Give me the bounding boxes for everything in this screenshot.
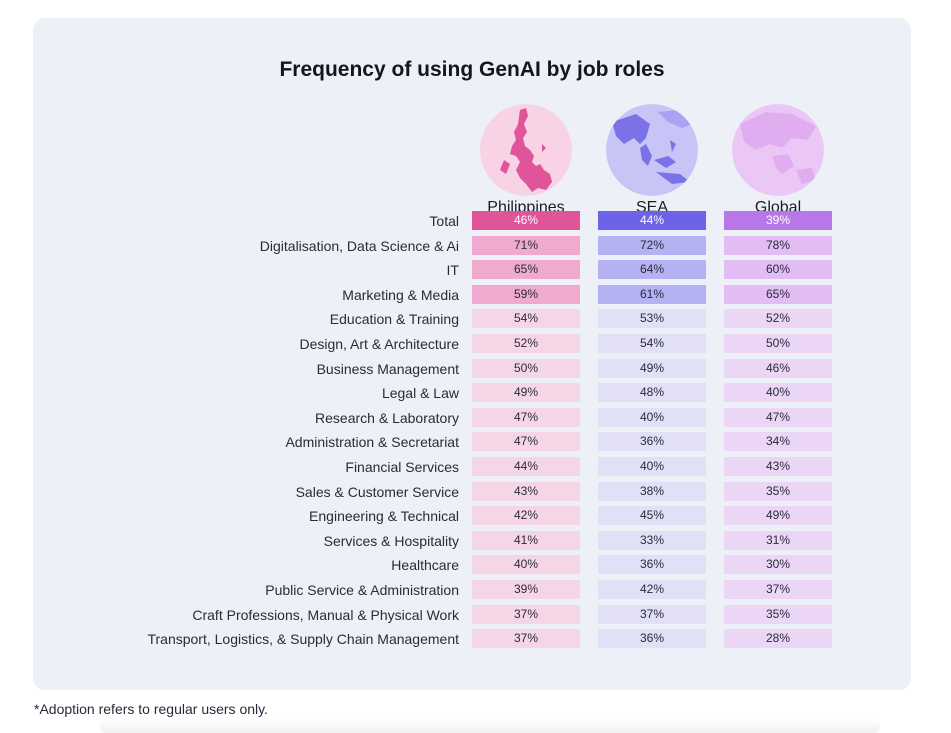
table-cell: 53% bbox=[598, 309, 706, 329]
table-cell: 42% bbox=[598, 580, 706, 599]
row-label: Sales & Customer Service bbox=[295, 483, 459, 500]
table-cell: 48% bbox=[598, 383, 706, 403]
table-cell: 59% bbox=[472, 284, 580, 304]
row-label: Design, Art & Architecture bbox=[299, 336, 459, 352]
chart-title: Frequency of using GenAI by job roles bbox=[279, 58, 665, 81]
row-label: Healthcare bbox=[391, 557, 459, 574]
table-cell: 50% bbox=[724, 334, 832, 353]
table-cell: 36% bbox=[598, 432, 706, 452]
row-label: Marketing & Media bbox=[342, 286, 459, 303]
table-cell: 43% bbox=[724, 457, 832, 476]
table-cell: 52% bbox=[724, 309, 832, 329]
table-cell: 40% bbox=[598, 407, 706, 427]
column-head-sea: SEA bbox=[598, 104, 706, 217]
sea-map-icon bbox=[606, 104, 698, 196]
table-cell: 28% bbox=[724, 629, 832, 649]
global-map-icon bbox=[732, 104, 824, 196]
row-label: Digitalisation, Data Science & Ai bbox=[259, 237, 459, 254]
table-cell: 40% bbox=[724, 383, 832, 403]
table-cell: 44% bbox=[472, 457, 580, 476]
chart-card: Frequency of using GenAI by job roles Ph… bbox=[33, 18, 911, 690]
table-cell: 61% bbox=[598, 284, 706, 304]
table-cell: 38% bbox=[598, 481, 706, 501]
row-label: Financial Services bbox=[345, 459, 459, 475]
table-cell: 35% bbox=[724, 481, 832, 501]
table-cell: 50% bbox=[472, 358, 580, 378]
table-cell: 43% bbox=[472, 481, 580, 501]
row-label: Total bbox=[429, 213, 459, 229]
row-label: Transport, Logistics, & Supply Chain Man… bbox=[147, 631, 459, 648]
column-head-global: Global bbox=[724, 104, 832, 217]
table-cell: 47% bbox=[724, 407, 832, 427]
table-cell: 40% bbox=[472, 555, 580, 575]
table-cell: 33% bbox=[598, 530, 706, 550]
table-cell: 78% bbox=[724, 235, 832, 255]
table-cell: 64% bbox=[598, 260, 706, 280]
table-cell: 45% bbox=[598, 506, 706, 526]
table-cell: 41% bbox=[472, 530, 580, 550]
table-cell: 65% bbox=[472, 260, 580, 280]
row-label: Research & Laboratory bbox=[315, 409, 459, 426]
row-label: Administration & Secretariat bbox=[285, 434, 459, 451]
table-cell: 36% bbox=[598, 629, 706, 649]
table-cell: 49% bbox=[724, 506, 832, 526]
table-cell: 34% bbox=[724, 432, 832, 452]
table-cell: 52% bbox=[472, 334, 580, 353]
table-cell: 37% bbox=[724, 580, 832, 599]
table-cell: 30% bbox=[724, 555, 832, 575]
row-label: Services & Hospitality bbox=[323, 532, 459, 549]
row-label: Legal & Law bbox=[381, 385, 459, 402]
table-cell: 42% bbox=[472, 506, 580, 526]
row-label: IT bbox=[446, 262, 459, 279]
column-head-philippines: Philippines bbox=[472, 104, 580, 217]
row-label: Craft Professions, Manual & Physical Wor… bbox=[192, 606, 459, 623]
table-cell: 37% bbox=[472, 629, 580, 649]
table-cell: 37% bbox=[598, 604, 706, 624]
table-cell: 31% bbox=[724, 530, 832, 550]
table-cell: 49% bbox=[598, 358, 706, 378]
table-cell: 46% bbox=[472, 211, 580, 230]
table-cell: 44% bbox=[598, 211, 706, 230]
table-cell: 46% bbox=[724, 358, 832, 378]
philippines-map-icon bbox=[480, 104, 572, 196]
table-cell: 54% bbox=[598, 334, 706, 353]
bottom-shadow bbox=[100, 718, 880, 733]
table-cell: 37% bbox=[472, 604, 580, 624]
row-label: Education & Training bbox=[329, 311, 459, 328]
table-cell: 39% bbox=[472, 580, 580, 599]
table-cell: 65% bbox=[724, 284, 832, 304]
table-cell: 71% bbox=[472, 235, 580, 255]
table-cell: 49% bbox=[472, 383, 580, 403]
table-cell: 40% bbox=[598, 457, 706, 476]
table-cell: 39% bbox=[724, 211, 832, 230]
row-label: Engineering & Technical bbox=[309, 508, 459, 525]
table-cell: 54% bbox=[472, 309, 580, 329]
row-label: Business Management bbox=[316, 360, 459, 377]
table-cell: 72% bbox=[598, 235, 706, 255]
table-cell: 36% bbox=[598, 555, 706, 575]
footnote: *Adoption refers to regular users only. bbox=[34, 701, 268, 717]
table-cell: 60% bbox=[724, 260, 832, 280]
table-cell: 47% bbox=[472, 407, 580, 427]
table-cell: 47% bbox=[472, 432, 580, 452]
table-cell: 35% bbox=[724, 604, 832, 624]
row-label: Public Service & Administration bbox=[265, 582, 459, 598]
